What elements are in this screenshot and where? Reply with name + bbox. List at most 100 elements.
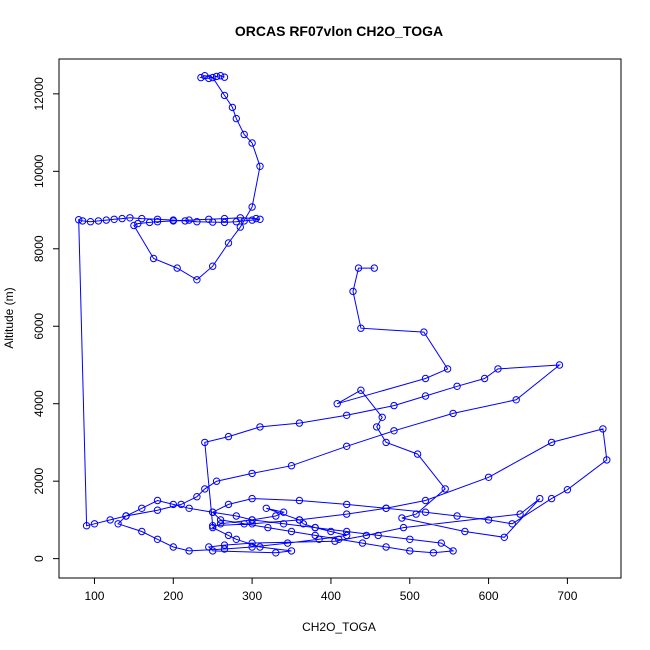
data-point xyxy=(209,262,217,270)
data-point xyxy=(343,531,351,540)
data-point xyxy=(603,456,611,464)
data-point xyxy=(421,392,430,400)
data-point xyxy=(287,527,296,536)
data-point xyxy=(220,545,229,553)
data-point xyxy=(94,217,103,225)
data-point xyxy=(138,527,146,536)
data-point xyxy=(327,527,335,536)
data-point xyxy=(220,541,229,549)
data-point xyxy=(205,215,213,224)
data-point xyxy=(209,508,217,516)
y-tick-label: 4000 xyxy=(32,390,46,417)
data-point xyxy=(449,409,457,418)
data-point xyxy=(461,527,469,536)
data-point xyxy=(212,477,221,485)
data-point xyxy=(220,91,229,100)
data-point xyxy=(494,365,502,373)
data-point xyxy=(153,506,162,514)
data-point xyxy=(209,522,217,530)
data-point xyxy=(185,216,193,224)
data-point xyxy=(240,520,248,528)
data-point xyxy=(406,535,414,543)
y-tick-label: 12000 xyxy=(32,77,46,111)
data-point xyxy=(563,486,572,494)
data-point xyxy=(370,264,378,272)
data-point xyxy=(248,543,256,551)
data-point xyxy=(82,522,91,530)
data-point xyxy=(508,520,516,528)
data-point xyxy=(102,216,111,224)
data-point xyxy=(358,539,367,547)
data-point xyxy=(382,543,390,551)
data-point xyxy=(216,72,225,80)
data-point xyxy=(228,103,237,112)
data-point xyxy=(185,547,193,555)
data-point xyxy=(272,549,280,557)
x-tick-label: 600 xyxy=(479,589,499,603)
data-point xyxy=(331,537,339,545)
data-point xyxy=(224,239,233,247)
data-point xyxy=(453,382,461,390)
data-point xyxy=(240,130,248,139)
data-point xyxy=(201,438,209,447)
data-point xyxy=(248,469,256,478)
data-point xyxy=(335,535,343,543)
data-point xyxy=(256,162,264,171)
data-point xyxy=(205,74,213,83)
data-point xyxy=(197,73,205,82)
data-point xyxy=(256,543,264,551)
data-point xyxy=(153,535,162,543)
data-point xyxy=(209,523,217,532)
data-point xyxy=(236,223,245,231)
data-point xyxy=(212,72,221,81)
data-point xyxy=(248,139,256,147)
data-point xyxy=(169,217,178,225)
data-point xyxy=(181,217,189,225)
data-point xyxy=(357,386,365,394)
data-point xyxy=(193,276,201,284)
data-point xyxy=(220,214,229,223)
data-point xyxy=(248,494,256,503)
data-point xyxy=(75,216,83,224)
data-point xyxy=(122,512,130,520)
data-point xyxy=(413,450,422,458)
chart-title: ORCAS RF07vlon CH2O_TOGA xyxy=(235,23,443,39)
data-point xyxy=(193,493,201,501)
plot-frame xyxy=(58,58,622,579)
data-point xyxy=(248,516,256,524)
data-point xyxy=(185,504,193,512)
data-point xyxy=(232,535,241,543)
data-point xyxy=(555,361,564,369)
x-tick-label: 100 xyxy=(84,589,104,603)
data-point xyxy=(343,442,351,450)
data-point xyxy=(224,500,233,509)
data-point xyxy=(429,549,438,557)
data-point xyxy=(421,496,430,505)
data-point xyxy=(420,328,428,336)
data-point xyxy=(216,520,225,528)
data-point xyxy=(421,374,430,383)
data-point xyxy=(216,516,225,524)
data-point xyxy=(138,504,146,512)
data-point xyxy=(378,413,386,421)
data-point xyxy=(232,114,241,123)
data-point xyxy=(248,203,256,211)
x-axis: 100 200 300 400 500 600 700 xyxy=(84,578,578,603)
data-point xyxy=(177,500,185,509)
data-point xyxy=(453,512,461,520)
data-point xyxy=(130,221,138,230)
data-point xyxy=(373,423,381,431)
data-point xyxy=(256,215,264,224)
data-point xyxy=(315,535,323,543)
data-point xyxy=(406,547,414,555)
data-point xyxy=(484,516,493,524)
data-point xyxy=(205,543,213,551)
x-axis-label: CH2O_TOGA xyxy=(302,620,376,634)
data-point xyxy=(500,533,508,541)
data-point xyxy=(311,523,319,532)
data-point xyxy=(193,218,201,226)
data-point xyxy=(599,425,607,433)
data-point xyxy=(201,485,209,493)
data-point xyxy=(248,520,256,528)
data-point xyxy=(256,423,264,431)
